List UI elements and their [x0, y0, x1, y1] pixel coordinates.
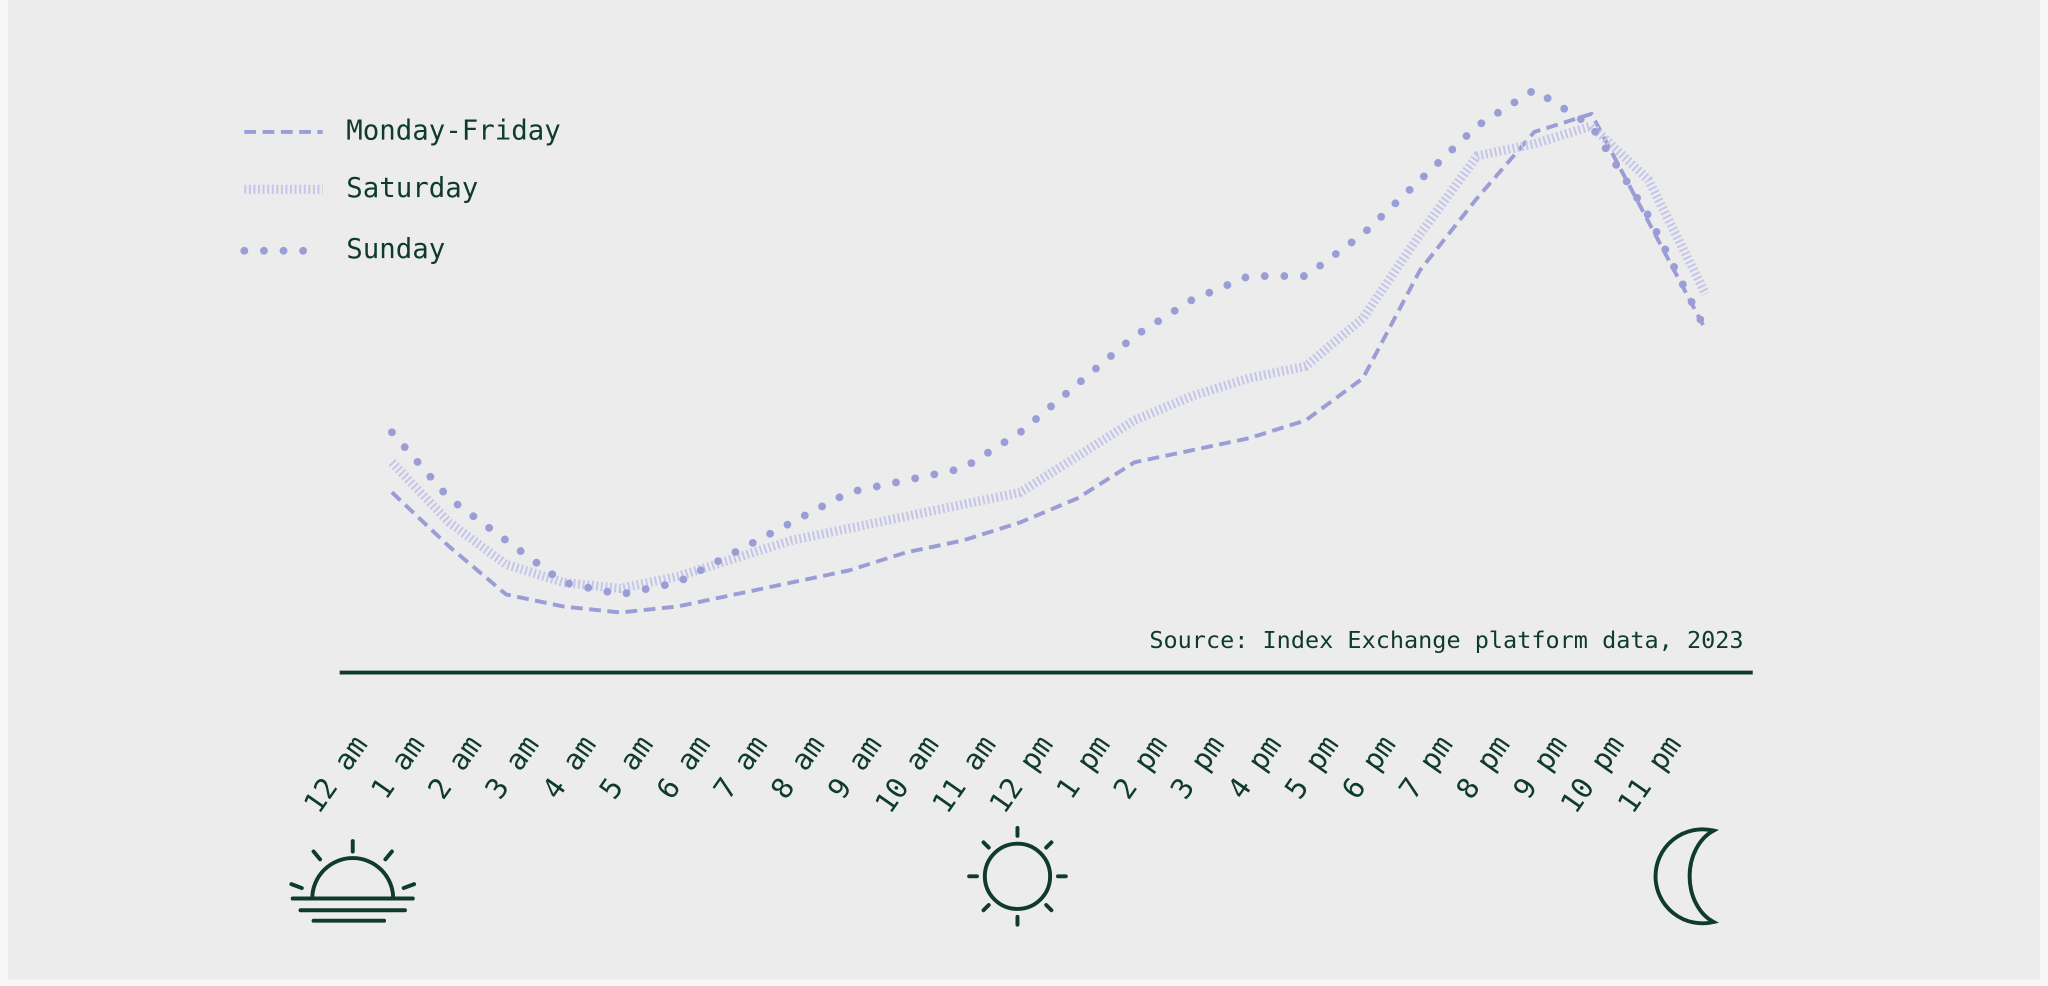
- moon-icon: [1653, 827, 1720, 926]
- series-line: [390, 111, 1708, 615]
- source-note: Source: Index Exchange platform data, 20…: [1149, 626, 1743, 654]
- series-line: [387, 85, 1710, 599]
- plot-area: [387, 85, 1710, 615]
- legend-label: Monday-Friday: [346, 115, 560, 146]
- sun-icon: [967, 826, 1068, 927]
- legend-label: Saturday: [346, 173, 478, 204]
- series-line: [388, 120, 1710, 594]
- legend-label: Sunday: [346, 234, 445, 265]
- sunrise-icon: [289, 839, 417, 923]
